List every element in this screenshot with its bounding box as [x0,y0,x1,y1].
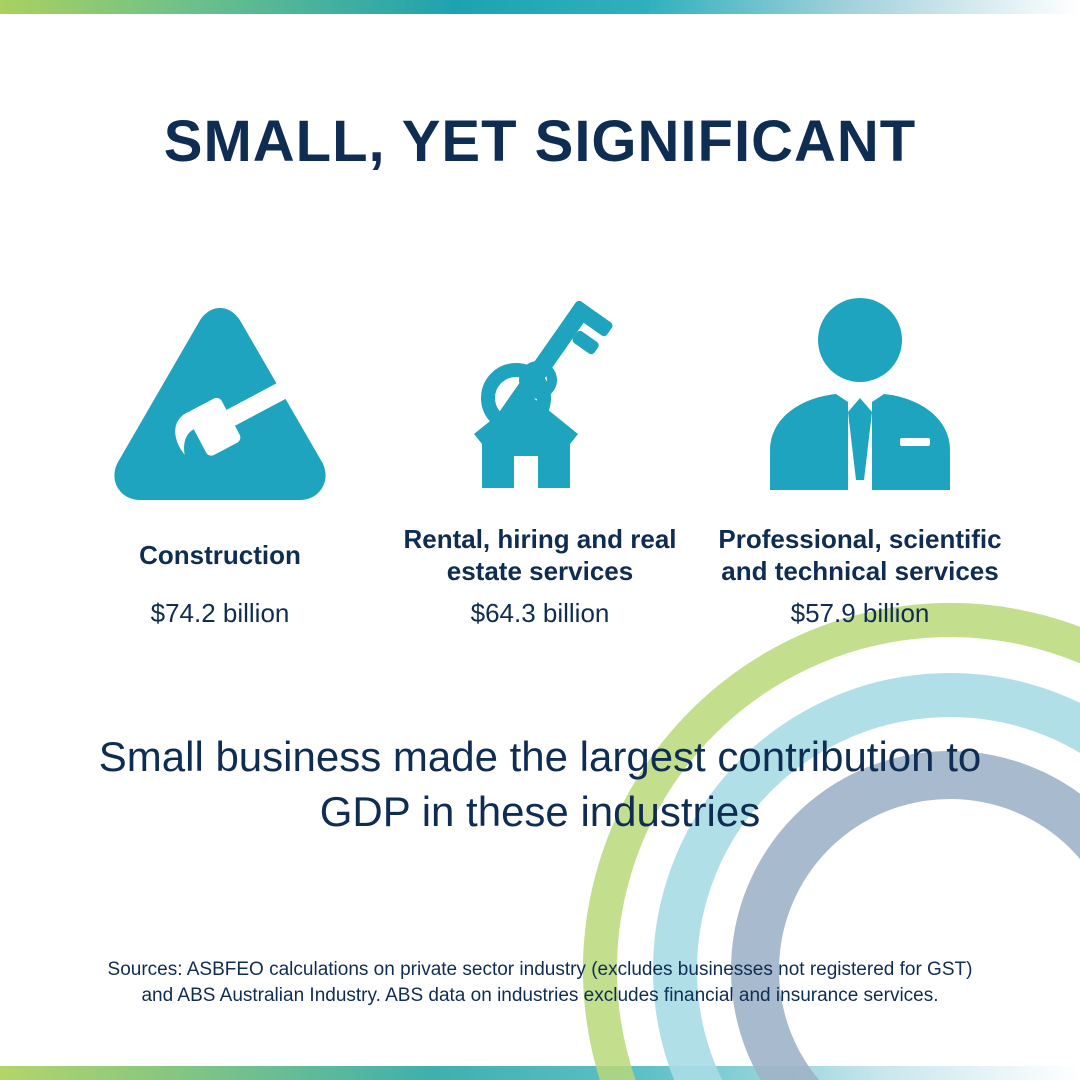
sources-text: Sources: ASBFEO calculations on private … [90,957,990,1010]
card-construction: Construction $74.2 billion [70,280,370,629]
top-gradient-bar [0,0,1080,14]
statement-text: Small business made the largest contribu… [80,730,1000,839]
card-value: $64.3 billion [471,598,610,629]
card-label: Construction [139,522,301,588]
card-professional: Professional, scientific and technical s… [710,280,1010,629]
card-label: Rental, hiring and real estate services [390,522,690,588]
page-title: SMALL, YET SIGNIFICANT [0,108,1080,175]
real-estate-icon [430,280,650,500]
card-label: Professional, scientific and technical s… [710,522,1010,588]
cards-row: Construction $74.2 billion [70,280,1010,629]
construction-icon [110,280,330,500]
professional-icon [750,280,970,500]
card-real-estate: Rental, hiring and real estate services … [390,280,690,629]
card-value: $57.9 billion [791,598,930,629]
card-value: $74.2 billion [151,598,290,629]
